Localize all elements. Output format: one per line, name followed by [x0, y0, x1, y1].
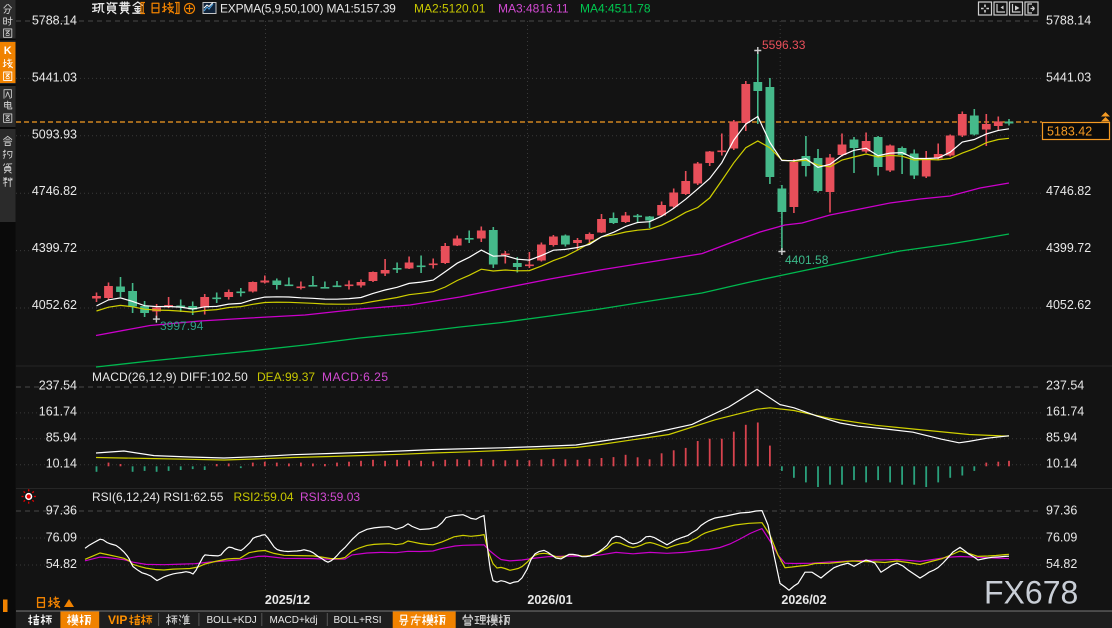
svg-text:161.74: 161.74 [1046, 405, 1084, 419]
svg-text:2026/01: 2026/01 [527, 593, 572, 607]
svg-text:54.82: 54.82 [1046, 557, 1077, 571]
svg-text:237.54: 237.54 [1046, 379, 1084, 393]
svg-text:5183.42: 5183.42 [1047, 125, 1092, 139]
svg-text:3997.94: 3997.94 [160, 319, 204, 333]
svg-text:97.36: 97.36 [46, 504, 77, 518]
svg-text:FX678: FX678 [984, 575, 1078, 611]
svg-text:2025/12: 2025/12 [265, 593, 310, 607]
svg-text:5441.03: 5441.03 [32, 71, 77, 85]
svg-text:5596.33: 5596.33 [762, 38, 806, 52]
svg-text:85.94: 85.94 [46, 431, 77, 445]
svg-text:4401.58: 4401.58 [785, 253, 829, 267]
svg-text:DEA:99.37: DEA:99.37 [257, 370, 315, 384]
svg-text:10.14: 10.14 [1046, 457, 1077, 471]
svg-text:MA4:4511.78: MA4:4511.78 [580, 2, 651, 16]
svg-text:MACD+kdj: MACD+kdj [270, 615, 318, 626]
svg-text:2026/02: 2026/02 [781, 593, 826, 607]
svg-text:MACD:6.25: MACD:6.25 [322, 370, 389, 384]
svg-text:54.82: 54.82 [46, 557, 77, 571]
svg-text:K: K [4, 45, 12, 57]
svg-text:RSI(6,12,24) RSI1:62.55: RSI(6,12,24) RSI1:62.55 [92, 490, 224, 504]
svg-text:5788.14: 5788.14 [32, 14, 77, 28]
svg-text:76.09: 76.09 [1046, 531, 1077, 545]
svg-text:161.74: 161.74 [39, 405, 77, 419]
svg-text:97.36: 97.36 [1046, 504, 1077, 518]
svg-text:4746.82: 4746.82 [1046, 184, 1091, 198]
svg-text:5788.14: 5788.14 [1046, 14, 1091, 28]
svg-text:5441.03: 5441.03 [1046, 71, 1091, 85]
svg-text:4746.82: 4746.82 [32, 184, 77, 198]
svg-text:4052.62: 4052.62 [32, 298, 77, 312]
svg-text:RSI2:59.04: RSI2:59.04 [234, 490, 294, 504]
svg-text:MACD(26,12,9) DIFF:102.50: MACD(26,12,9) DIFF:102.50 [92, 370, 248, 384]
svg-text:4399.72: 4399.72 [1046, 241, 1091, 255]
svg-text:BOLL+KDJ: BOLL+KDJ [207, 615, 257, 626]
svg-text:5093.93: 5093.93 [32, 128, 77, 142]
svg-text:BOLL+RSI: BOLL+RSI [334, 615, 382, 626]
svg-text:85.94: 85.94 [1046, 431, 1077, 445]
svg-text:237.54: 237.54 [39, 379, 77, 393]
svg-text:EXPMA(5,9,50,100) MA1:5157.39: EXPMA(5,9,50,100) MA1:5157.39 [220, 2, 396, 16]
svg-text:10.14: 10.14 [46, 457, 77, 471]
svg-text:RSI3:59.03: RSI3:59.03 [300, 490, 360, 504]
svg-text:VIP: VIP [108, 613, 127, 627]
svg-text:4399.72: 4399.72 [32, 241, 77, 255]
svg-text:4052.62: 4052.62 [1046, 298, 1091, 312]
svg-text:MA2:5120.01: MA2:5120.01 [414, 2, 486, 16]
svg-text:MA3:4816.11: MA3:4816.11 [498, 2, 569, 16]
svg-text:76.09: 76.09 [46, 531, 77, 545]
